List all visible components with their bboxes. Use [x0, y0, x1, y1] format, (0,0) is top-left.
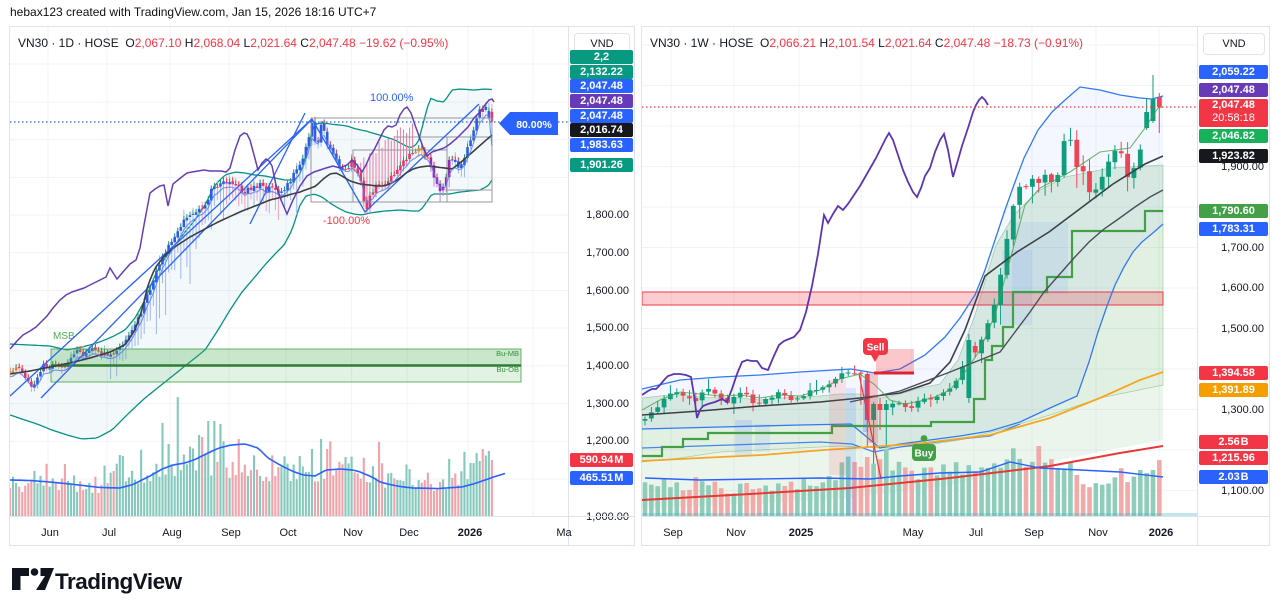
svg-text:100.00%: 100.00% [370, 92, 414, 104]
svg-text:Bu-OB: Bu-OB [496, 365, 519, 374]
svg-text:TradingView: TradingView [55, 569, 183, 594]
svg-text:-100.00%: -100.00% [323, 215, 370, 227]
svg-text:Buy: Buy [915, 449, 934, 460]
svg-text:MSB: MSB [53, 331, 75, 342]
svg-text:Bu-MB: Bu-MB [496, 349, 519, 358]
svg-text:Sell: Sell [867, 343, 885, 354]
svg-text:80.00%: 80.00% [516, 119, 552, 131]
